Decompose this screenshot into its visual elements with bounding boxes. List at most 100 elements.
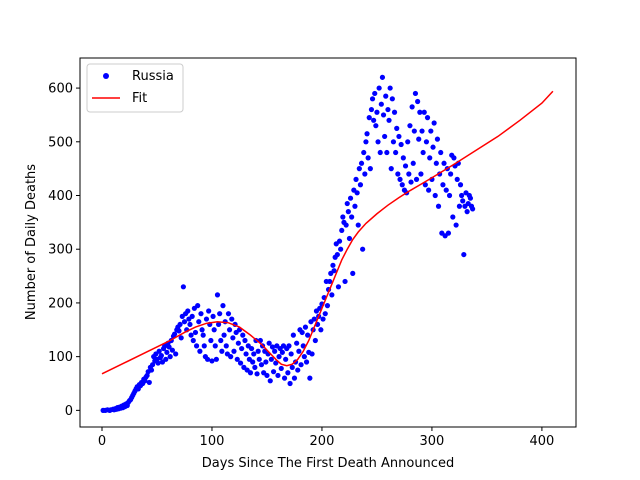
data-point [334,251,340,258]
data-point [405,139,411,145]
data-point [307,375,313,381]
data-point [247,370,254,376]
data-point [212,343,218,349]
data-point [185,308,191,314]
data-point [416,136,422,142]
data-point [395,171,401,177]
legend-box [86,63,184,113]
data-point [146,379,152,386]
data-point [197,348,203,354]
data-point [378,101,384,107]
data-point [252,364,258,370]
data-point [285,370,291,376]
data-point [270,369,277,375]
data-point [198,311,204,317]
data-point [223,343,229,349]
data-point [296,348,302,354]
data-point [294,340,300,346]
data-point [430,144,436,150]
data-point [368,106,375,113]
data-point [373,123,379,129]
data-point [445,230,452,236]
data-point [156,348,162,354]
data-point [312,337,318,344]
data-point [148,367,155,373]
data-point [177,321,183,328]
data-point [330,262,336,268]
data-point [362,171,368,177]
data-point [303,359,310,365]
data-point [206,308,212,314]
y-axis-ticks: 0 100 200 300 400 500 600 [48,82,80,419]
data-point [382,133,388,140]
data-point [450,214,456,220]
data-point [408,179,414,185]
data-point [369,96,376,102]
data-point [384,149,390,156]
data-point [240,332,246,338]
legend-label-russia: Russia [132,69,174,84]
data-point [365,155,371,161]
data-point [419,128,425,134]
data-point [400,155,406,161]
data-point [360,246,366,252]
legend-label-fit: Fit [132,91,147,106]
data-point [234,356,240,362]
data-point [231,348,237,354]
data-point [251,351,257,357]
data-point [164,349,170,355]
data-point [302,324,309,330]
data-point [470,206,476,212]
x-tick-label: 300 [420,434,445,449]
data-point [422,182,428,188]
data-point [193,343,200,349]
data-point [410,160,416,166]
data-point [464,209,470,215]
data-point [385,106,391,113]
data-point [281,375,288,381]
data-point [195,303,201,309]
data-point [230,335,236,341]
scatter-points [100,74,476,413]
data-point [275,372,281,379]
data-point [377,149,383,156]
data-point [226,327,233,333]
y-tick-label: 100 [48,350,73,365]
data-point [322,311,328,317]
data-point [432,192,438,199]
data-point [367,166,373,172]
data-point [173,351,179,357]
data-point [221,332,227,338]
data-point [187,321,193,328]
legend-scatter-marker [103,73,109,79]
data-point [329,292,335,298]
data-point [389,96,395,102]
data-point [434,136,441,142]
data-point [352,203,358,209]
data-point [248,345,255,352]
data-point [331,268,337,274]
y-tick-label: 0 [65,404,73,419]
data-point [200,332,206,338]
data-point [267,378,273,384]
x-axis-label: Days Since The First Death Announced [202,456,454,471]
data-point [394,125,400,131]
data-point [374,109,380,115]
data-point [255,348,261,354]
data-point [215,321,222,328]
data-point [397,176,403,182]
data-point [192,329,199,336]
data-point [290,332,296,338]
data-point [188,332,194,338]
data-point [398,141,404,148]
data-point [454,176,460,182]
data-point [350,270,356,276]
data-point [155,360,161,366]
data-point [358,160,365,166]
data-point [418,171,424,177]
fit-line-group [101,90,554,375]
data-point [235,340,241,346]
data-point [339,227,345,234]
fit-line [101,90,554,375]
